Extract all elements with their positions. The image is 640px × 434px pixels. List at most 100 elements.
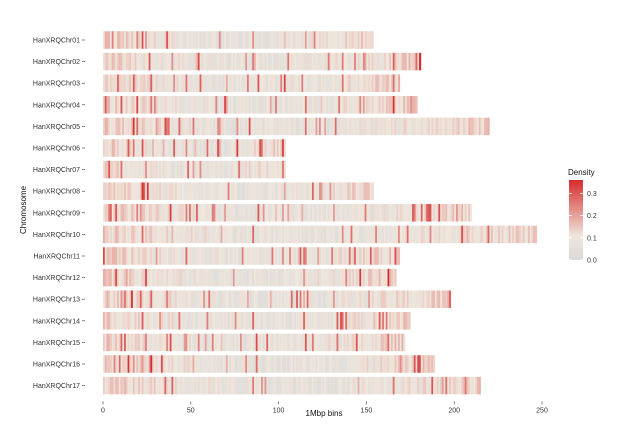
density-bin bbox=[131, 182, 134, 200]
density-bin bbox=[164, 333, 167, 352]
density-bin bbox=[355, 376, 358, 395]
density-bin bbox=[438, 117, 441, 136]
density-bin bbox=[201, 160, 204, 179]
density-bin bbox=[368, 225, 371, 244]
density-bin bbox=[225, 182, 229, 200]
density-bin bbox=[303, 268, 306, 287]
density-bin bbox=[324, 355, 327, 373]
density-bin bbox=[124, 204, 127, 222]
density-bin bbox=[250, 247, 253, 265]
density-bin bbox=[441, 376, 445, 395]
density-bin bbox=[254, 290, 257, 308]
density-bin bbox=[273, 74, 276, 92]
density-bin bbox=[246, 376, 250, 395]
density-bin bbox=[266, 96, 269, 114]
density-bin bbox=[387, 204, 390, 222]
density-bin bbox=[333, 182, 336, 200]
density-bin bbox=[127, 117, 130, 136]
density-bin bbox=[213, 139, 216, 157]
density-bin bbox=[152, 247, 155, 265]
density-bin bbox=[213, 268, 216, 287]
density-bin bbox=[232, 52, 236, 71]
density-bin bbox=[127, 355, 130, 373]
density-bin bbox=[318, 247, 322, 265]
density-bin bbox=[459, 376, 462, 395]
density-bin bbox=[431, 225, 434, 244]
density-bin bbox=[257, 31, 260, 49]
density-bin bbox=[283, 117, 286, 136]
density-bin bbox=[405, 355, 408, 373]
density-bin bbox=[152, 160, 155, 179]
density-bin bbox=[297, 355, 301, 373]
density-bin bbox=[327, 117, 330, 136]
density-bin bbox=[113, 52, 116, 71]
density-bin bbox=[132, 312, 135, 330]
density-bin bbox=[412, 290, 415, 308]
density-bin bbox=[352, 182, 355, 200]
density-bin bbox=[196, 204, 199, 222]
density-bin bbox=[194, 355, 197, 373]
density-bin bbox=[127, 52, 130, 71]
density-bin bbox=[125, 204, 128, 222]
density-bin bbox=[257, 355, 260, 373]
y-axis-title: Chromosome bbox=[19, 185, 28, 234]
density-bin bbox=[125, 376, 128, 395]
density-bin bbox=[129, 52, 132, 71]
density-bin bbox=[206, 268, 209, 287]
density-bin bbox=[131, 204, 134, 222]
density-bin bbox=[280, 117, 283, 136]
density-bin bbox=[294, 117, 297, 136]
density-bin bbox=[220, 139, 223, 157]
density-bin bbox=[410, 290, 413, 308]
density-bin bbox=[394, 333, 397, 352]
density-bin bbox=[234, 31, 237, 49]
density-bin bbox=[257, 290, 260, 308]
density-bin bbox=[271, 117, 274, 136]
density-bin bbox=[278, 376, 281, 395]
density-bin bbox=[304, 290, 308, 308]
density-bin bbox=[340, 225, 343, 244]
density-bin bbox=[199, 117, 202, 136]
density-bin bbox=[361, 333, 364, 352]
density-bin bbox=[153, 355, 157, 373]
density-bin bbox=[194, 376, 197, 395]
density-bin bbox=[355, 31, 358, 49]
density-bin bbox=[160, 247, 164, 265]
density-bin bbox=[171, 52, 174, 71]
density-bin bbox=[113, 268, 116, 287]
density-bin bbox=[482, 117, 485, 136]
density-bin bbox=[470, 204, 473, 222]
density-bin bbox=[239, 74, 243, 92]
density-bin bbox=[347, 31, 350, 49]
density-bin bbox=[234, 52, 237, 71]
density-bin bbox=[499, 225, 502, 244]
density-bin bbox=[336, 117, 339, 136]
density-bin bbox=[364, 312, 367, 330]
density-bin bbox=[180, 333, 183, 352]
density-bin bbox=[306, 117, 309, 136]
density-bin bbox=[345, 355, 348, 373]
density-bin bbox=[445, 376, 448, 395]
density-bin bbox=[245, 247, 248, 265]
density-bin bbox=[276, 333, 279, 352]
density-bin bbox=[106, 290, 109, 308]
density-bin bbox=[157, 74, 160, 92]
density-bin bbox=[155, 139, 158, 157]
density-bin bbox=[345, 312, 348, 330]
density-bin bbox=[390, 204, 394, 222]
density-bin bbox=[229, 333, 232, 352]
density-bin bbox=[513, 225, 517, 244]
density-bin bbox=[152, 74, 155, 92]
density-bin bbox=[132, 355, 135, 373]
density-bin bbox=[208, 52, 211, 71]
density-bin bbox=[387, 52, 390, 71]
density-bin bbox=[236, 31, 239, 49]
density-bin bbox=[231, 117, 234, 136]
density-bin bbox=[448, 225, 452, 244]
density-bin bbox=[275, 247, 278, 265]
density-bin bbox=[213, 96, 216, 114]
density-bin bbox=[194, 225, 197, 244]
density-bin bbox=[225, 247, 229, 265]
density-bin bbox=[375, 333, 378, 352]
density-bin bbox=[347, 204, 350, 222]
